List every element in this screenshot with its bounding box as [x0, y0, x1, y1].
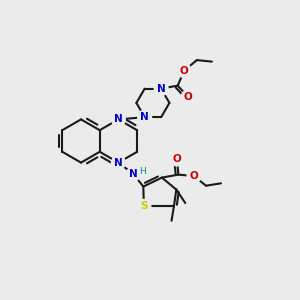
Text: O: O — [180, 66, 189, 76]
Circle shape — [177, 64, 191, 77]
Circle shape — [187, 169, 201, 183]
Circle shape — [154, 82, 168, 95]
Circle shape — [112, 112, 125, 126]
Circle shape — [112, 156, 125, 170]
Circle shape — [137, 200, 151, 213]
Text: N: N — [129, 169, 138, 179]
Text: O: O — [184, 92, 193, 102]
Text: O: O — [190, 171, 198, 181]
Text: N: N — [114, 114, 123, 124]
Circle shape — [138, 110, 152, 124]
Circle shape — [181, 90, 195, 104]
Text: N: N — [157, 84, 166, 94]
Text: N: N — [140, 112, 149, 122]
Text: S: S — [140, 201, 148, 212]
Text: O: O — [172, 154, 181, 164]
Circle shape — [170, 152, 184, 166]
Text: N: N — [114, 158, 123, 168]
Text: H: H — [139, 167, 146, 176]
Circle shape — [127, 167, 140, 181]
